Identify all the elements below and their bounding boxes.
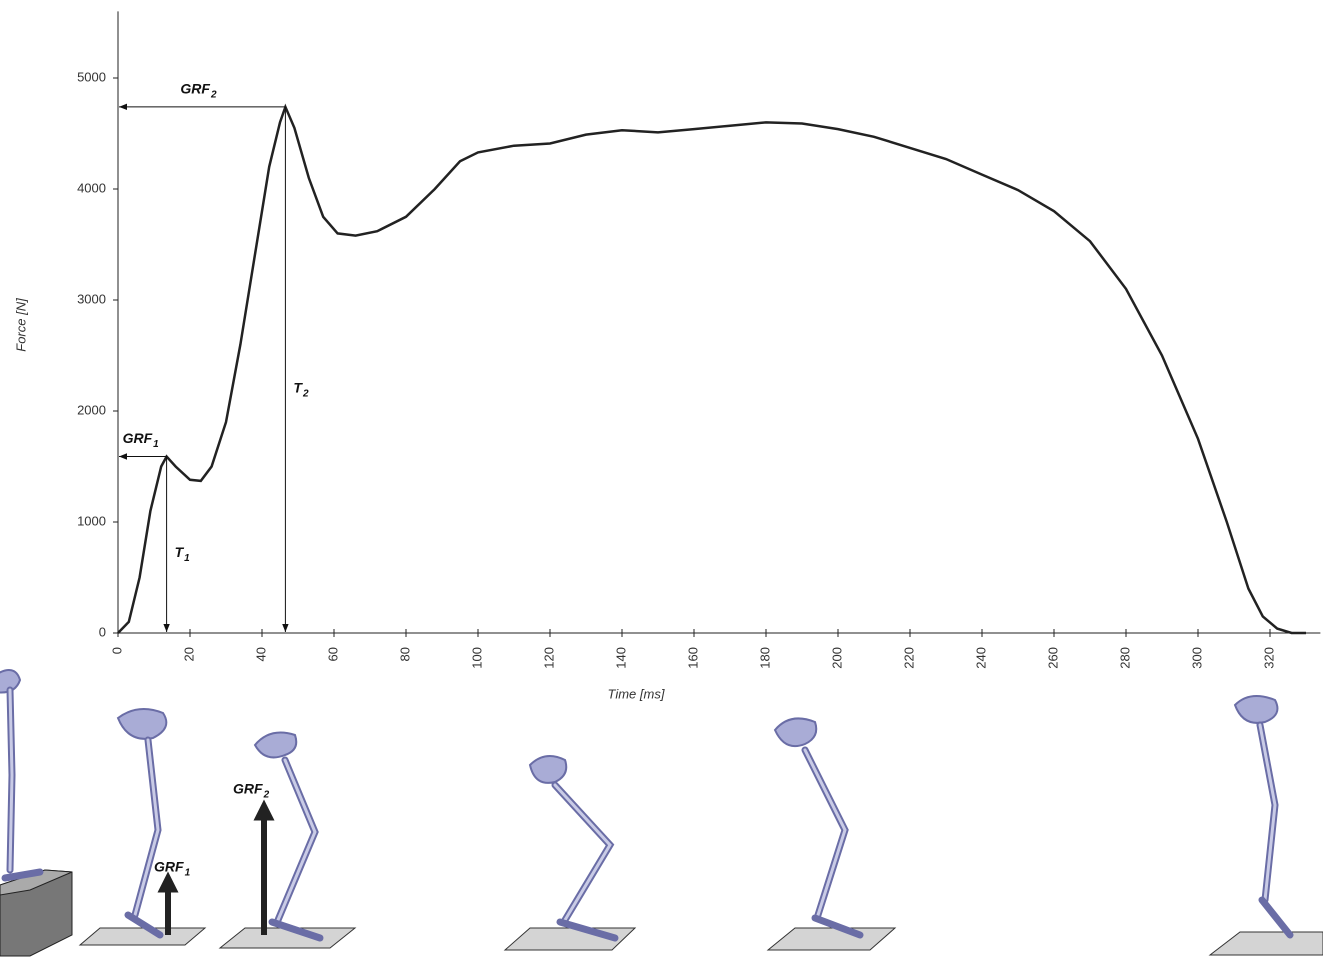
x-tick-label: 240 <box>973 647 988 669</box>
y-tick-label: 0 <box>99 624 106 639</box>
annotation-subscript: 1 <box>185 868 191 879</box>
x-tick-label: 80 <box>397 647 412 661</box>
x-tick-label: 220 <box>901 647 916 669</box>
x-tick-label: 40 <box>253 647 268 661</box>
annotation-text: T <box>293 380 303 396</box>
y-tick-label: 1000 <box>77 513 106 528</box>
x-tick-label: 140 <box>613 647 628 669</box>
skeleton-figure <box>220 733 355 948</box>
skeleton-figure <box>80 709 205 945</box>
annotation-subscript: 2 <box>302 389 309 400</box>
y-tick-label: 3000 <box>77 291 106 306</box>
x-tick-label: 160 <box>685 647 700 669</box>
x-axis-label: Time [ms] <box>608 686 665 701</box>
x-tick-label: 60 <box>325 647 340 661</box>
x-tick-label: 300 <box>1189 647 1204 669</box>
annotation-text: GRF <box>123 430 153 446</box>
x-tick-label: 0 <box>109 647 124 654</box>
annotation-subscript: 2 <box>263 790 270 801</box>
y-axis-label: Force [N] <box>13 298 28 352</box>
x-tick-label: 260 <box>1045 647 1060 669</box>
x-tick-label: 200 <box>829 647 844 669</box>
page: 0 1000 2000 3000 4000 5000 0 20 40 60 80 100 120 140 1… <box>0 0 1323 958</box>
annotation-subscript: 2 <box>210 90 217 101</box>
x-tick-label: 180 <box>757 647 772 669</box>
annotation-subscript: 1 <box>184 553 190 564</box>
y-tick-label: 5000 <box>77 69 106 84</box>
chart: 0 1000 2000 3000 4000 5000 0 20 40 60 80 100 120 140 1… <box>13 11 1320 701</box>
skeleton-figure <box>505 756 635 950</box>
annotation-text: T <box>175 544 185 560</box>
x-tick-label: 280 <box>1117 647 1132 669</box>
data-line <box>118 107 1306 633</box>
y-tick-label: 2000 <box>77 402 106 417</box>
annotation-text: GRF <box>180 81 210 97</box>
x-tick-label: 100 <box>469 647 484 669</box>
x-tick-label: 120 <box>541 647 556 669</box>
y-tick-label: 4000 <box>77 180 106 195</box>
annotation-text: GRF <box>233 781 263 797</box>
annotation-subscript: 1 <box>153 439 159 450</box>
x-tick-label: 20 <box>181 647 196 661</box>
x-tick-label: 320 <box>1261 647 1276 669</box>
skeleton-figure <box>1210 696 1323 955</box>
skeleton-figure <box>0 670 72 956</box>
skeleton-figure <box>768 718 895 950</box>
annotation-text: GRF <box>154 859 184 875</box>
